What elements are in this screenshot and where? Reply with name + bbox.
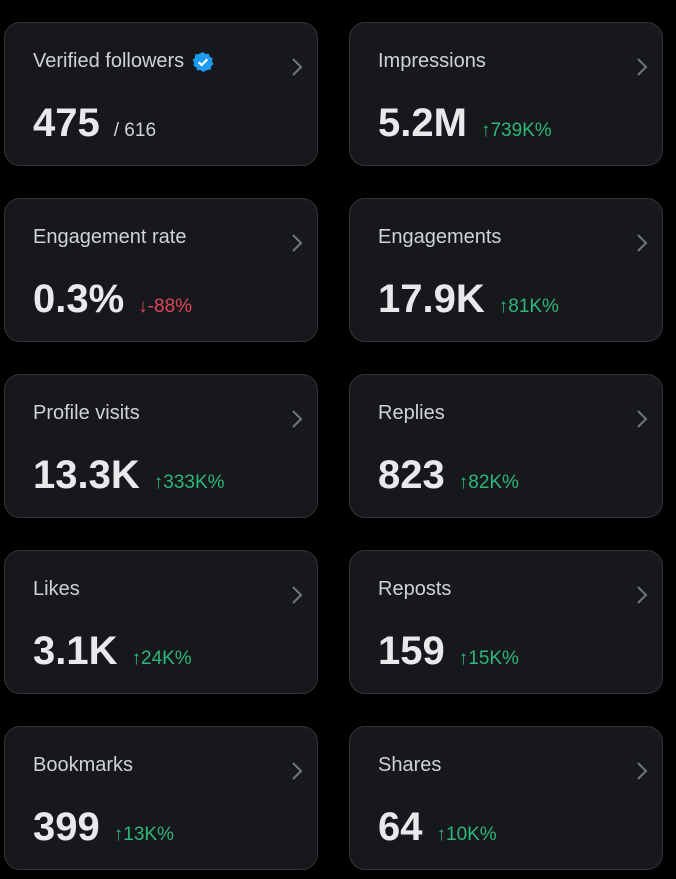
card-change: ↑81K% bbox=[498, 296, 559, 317]
chevron bbox=[637, 762, 648, 780]
card-label-row: Bookmarks bbox=[33, 754, 133, 777]
chevron-icon bbox=[637, 410, 648, 428]
chevron bbox=[637, 234, 648, 252]
chevron-icon bbox=[292, 586, 303, 604]
card-value: 17.9K bbox=[378, 277, 485, 321]
chevron bbox=[637, 586, 648, 604]
card-label-row: Profile visits bbox=[33, 402, 140, 425]
value-row: 13.3K ↑333K% bbox=[33, 453, 225, 498]
badge-check bbox=[198, 58, 209, 67]
card-label: Profile visits bbox=[33, 402, 140, 424]
card-change: ↑15K% bbox=[458, 648, 519, 669]
value-row: 823 ↑82K% bbox=[378, 453, 519, 498]
chevron-icon bbox=[292, 410, 303, 428]
card-label-row: Engagements bbox=[378, 226, 501, 249]
card-label: Engagements bbox=[378, 226, 502, 248]
card-label: Replies bbox=[378, 402, 445, 424]
card-value: 64 bbox=[378, 805, 423, 849]
card-change: ↓-88% bbox=[138, 296, 193, 317]
chevron-icon bbox=[292, 58, 303, 76]
chevron bbox=[292, 586, 303, 604]
stat-card[interactable]: Verified followers 475 / 616 bbox=[4, 22, 318, 166]
card-change: ↑13K% bbox=[113, 824, 174, 845]
card-value: 399 bbox=[33, 805, 100, 849]
value-row: 475 / 616 bbox=[33, 101, 156, 146]
chevron bbox=[292, 58, 303, 76]
chevron-icon bbox=[292, 762, 303, 780]
card-label: Shares bbox=[378, 754, 442, 776]
stat-card[interactable]: Likes 3.1K ↑24K% bbox=[4, 550, 318, 694]
card-total: / 616 bbox=[113, 120, 157, 141]
card-label-row: Replies bbox=[378, 402, 445, 425]
value-row: 0.3% ↓-88% bbox=[33, 277, 192, 322]
card-value: 0.3% bbox=[33, 277, 125, 321]
chevron-icon bbox=[637, 58, 648, 76]
badge-shape bbox=[192, 51, 214, 72]
stat-card[interactable]: Profile visits 13.3K ↑333K% bbox=[4, 374, 318, 518]
verified-badge bbox=[192, 51, 214, 72]
card-label-row: Shares bbox=[378, 754, 441, 777]
card-label-row: Engagement rate bbox=[33, 226, 186, 249]
stat-card[interactable]: Engagement rate 0.3% ↓-88% bbox=[4, 198, 318, 342]
card-value: 5.2M bbox=[378, 101, 467, 145]
card-label: Engagement rate bbox=[33, 226, 187, 248]
card-value: 13.3K bbox=[33, 453, 140, 497]
card-label: Impressions bbox=[378, 50, 486, 72]
card-value: 159 bbox=[378, 629, 445, 673]
card-label-row: Verified followers bbox=[33, 50, 214, 73]
stat-card[interactable]: Shares 64 ↑10K% bbox=[349, 726, 663, 870]
card-change: ↑333K% bbox=[153, 472, 225, 493]
value-row: 17.9K ↑81K% bbox=[378, 277, 559, 322]
value-row: 159 ↑15K% bbox=[378, 629, 519, 674]
chevron-icon bbox=[292, 234, 303, 252]
card-change: ↑739K% bbox=[480, 120, 552, 141]
card-label: Bookmarks bbox=[33, 754, 134, 776]
value-row: 3.1K ↑24K% bbox=[33, 629, 192, 674]
chevron-icon bbox=[637, 586, 648, 604]
value-row: 5.2M ↑739K% bbox=[378, 101, 552, 146]
chevron-icon bbox=[637, 762, 648, 780]
card-value: 823 bbox=[378, 453, 445, 497]
chevron bbox=[292, 762, 303, 780]
stat-card[interactable]: Bookmarks 399 ↑13K% bbox=[4, 726, 318, 870]
card-value: 3.1K bbox=[33, 629, 118, 673]
chevron bbox=[637, 58, 648, 76]
card-change: ↑10K% bbox=[436, 824, 497, 845]
chevron-icon bbox=[637, 234, 648, 252]
chevron bbox=[292, 410, 303, 428]
card-change: ↑82K% bbox=[458, 472, 519, 493]
card-change: ↑24K% bbox=[131, 648, 192, 669]
card-label-row: Likes bbox=[33, 578, 80, 601]
value-row: 64 ↑10K% bbox=[378, 805, 497, 850]
card-label: Verified followers bbox=[33, 50, 185, 72]
stat-card[interactable]: Engagements 17.9K ↑81K% bbox=[349, 198, 663, 342]
stat-card[interactable]: Reposts 159 ↑15K% bbox=[349, 550, 663, 694]
stat-card[interactable]: Replies 823 ↑82K% bbox=[349, 374, 663, 518]
card-label-row: Impressions bbox=[378, 50, 486, 73]
card-label: Reposts bbox=[378, 578, 452, 600]
chevron bbox=[292, 234, 303, 252]
card-value: 475 bbox=[33, 101, 100, 145]
stat-card[interactable]: Impressions 5.2M ↑739K% bbox=[349, 22, 663, 166]
card-label: Likes bbox=[33, 578, 80, 600]
value-row: 399 ↑13K% bbox=[33, 805, 174, 850]
card-label-row: Reposts bbox=[378, 578, 451, 601]
chevron bbox=[637, 410, 648, 428]
